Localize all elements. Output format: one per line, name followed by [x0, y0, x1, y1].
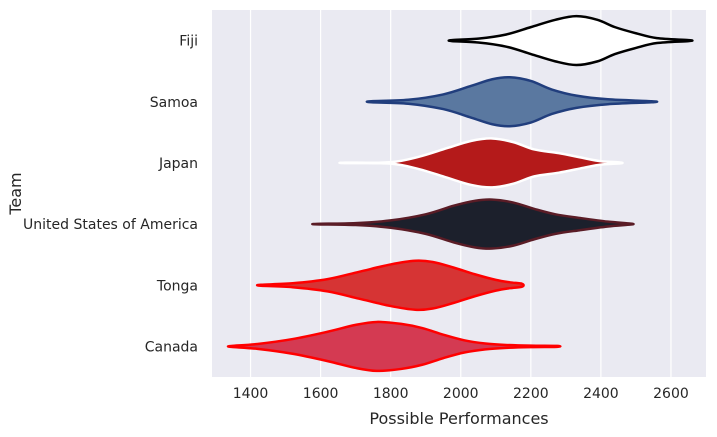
x-tick-label: 2000 [443, 386, 479, 402]
violin-united-states-of-america [311, 198, 635, 250]
violin-japan [338, 137, 624, 189]
y-tick-label: Fiji [179, 34, 198, 50]
x-tick-label: 2200 [513, 386, 549, 402]
x-tick-label: 2600 [653, 386, 689, 402]
plot-background [212, 10, 706, 377]
x-tick-label: 2400 [583, 386, 619, 402]
y-tick-label: Japan [158, 156, 198, 172]
x-tick-label: 1400 [233, 386, 269, 402]
x-tick-label: 1800 [373, 386, 409, 402]
violin-tonga [255, 259, 525, 312]
y-tick-label: Canada [145, 339, 198, 355]
violin-canada [226, 320, 562, 373]
violin-fiji [447, 14, 694, 67]
x-tick-label: 1600 [303, 386, 339, 402]
violin-samoa [365, 75, 659, 128]
y-tick-label: Tonga [156, 278, 198, 294]
x-axis-title: Possible Performances [369, 409, 548, 428]
y-axis-title: Team [6, 172, 25, 215]
y-tick-label: Samoa [150, 95, 198, 111]
y-tick-label: United States of America [23, 217, 198, 233]
